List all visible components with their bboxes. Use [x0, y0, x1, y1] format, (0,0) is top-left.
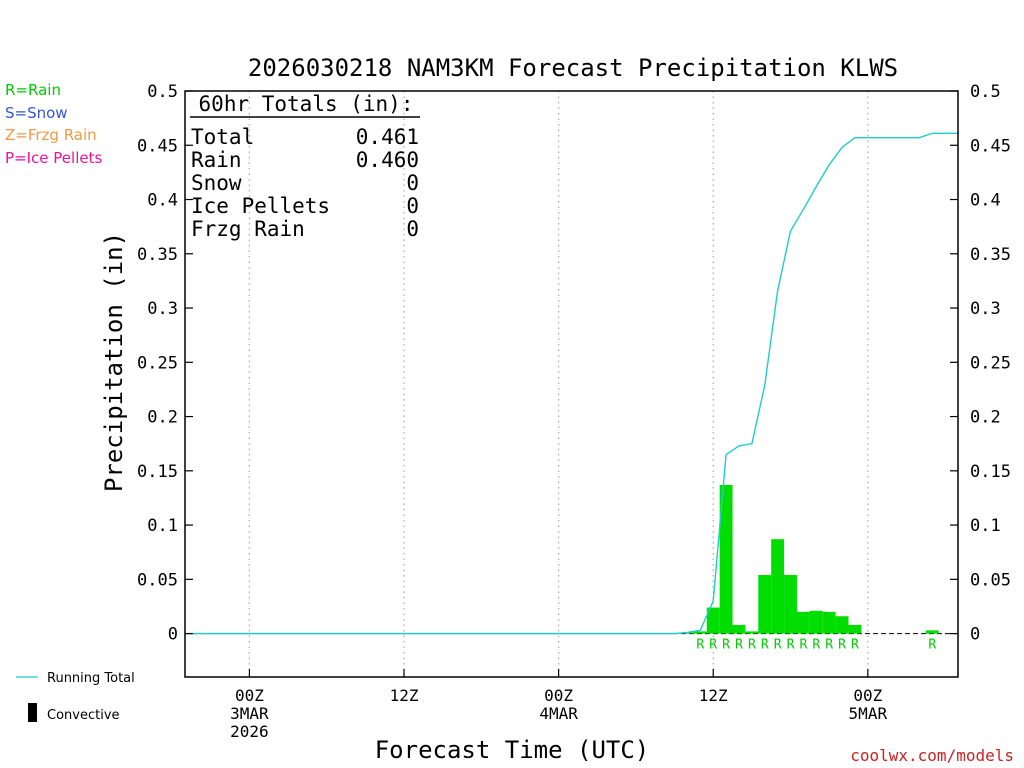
y-tick-label-left-8: 0.1: [147, 516, 178, 536]
y-tick-label-right-9: 0.05: [970, 570, 1011, 590]
y-tick-label-right-5: 0.25: [970, 353, 1011, 373]
x-tick-label-2-1: 4MAR: [539, 704, 578, 723]
ptype-marker-7: R: [787, 638, 795, 653]
precip-bar-5: [745, 631, 759, 634]
totals-label-2: Snow: [191, 171, 242, 195]
ptype-marker-5: R: [761, 638, 769, 653]
ptype-marker-8: R: [799, 638, 807, 653]
totals-value-4: 0: [406, 217, 419, 241]
y-tick-label-right-0: 0.5: [970, 82, 1001, 102]
y-tick-label-left-5: 0.25: [137, 353, 178, 373]
totals-label-0: Total: [191, 125, 254, 149]
convective-legend: Convective: [28, 703, 120, 723]
y-tick-label-right-10: 0: [970, 625, 980, 645]
y-tick-label-left-10: 0: [168, 625, 178, 645]
running-total-legend-label: Running Total: [47, 671, 135, 686]
y-tick-label-left-6: 0.2: [147, 408, 178, 428]
ptype-marker-13: R: [928, 638, 936, 653]
ptype-legend-item-1: S=Snow: [5, 103, 68, 122]
y-tick-label-left-2: 0.4: [147, 191, 178, 211]
y-tick-label-right-8: 0.1: [970, 516, 1001, 536]
precip-bar-10: [809, 610, 823, 634]
ptype-marker-4: R: [748, 638, 756, 653]
precip-bar-4: [732, 624, 746, 634]
running-total-legend: Running Total: [16, 671, 135, 686]
y-tick-label-right-1: 0.45: [970, 136, 1011, 156]
plot-frame: [184, 90, 959, 678]
x-tick-label-3-0: 12Z: [699, 686, 728, 705]
totals-value-2: 0: [406, 171, 419, 195]
ptype-marker-1: R: [709, 638, 717, 653]
precip-bar-1: [693, 631, 707, 634]
ptype-marker-3: R: [735, 638, 743, 653]
x-axis-label: Forecast Time (UTC): [375, 736, 650, 764]
y-tick-label-left-0: 0.5: [147, 82, 178, 102]
ptype-marker-10: R: [825, 638, 833, 653]
totals-label-3: Ice Pellets: [191, 194, 330, 218]
precip-bar-11: [822, 611, 836, 634]
precip-bar-2: [706, 607, 720, 634]
totals-label-4: Frzg Rain: [191, 217, 305, 241]
totals-label-1: Rain: [191, 148, 242, 172]
totals-value-1: 0.460: [356, 148, 419, 172]
y-tick-label-left-7: 0.15: [137, 462, 178, 482]
chart-title: 2026030218 NAM3KM Forecast Precipitation…: [248, 54, 898, 82]
y-tick-label-left-1: 0.45: [137, 136, 178, 156]
x-tick-label-0-2: 2026: [230, 722, 269, 741]
credit-text: coolwx.com/models: [850, 746, 1014, 765]
ptype-legend-item-0: R=Rain: [5, 81, 61, 99]
totals-box: 60hr Totals (in): Total 0.461 Rain 0.460 Sno…: [190, 92, 420, 241]
y-axis-label: Precipitation (in): [100, 232, 128, 492]
ptype-legend-item-3: P=Ice Pellets: [5, 148, 103, 167]
x-tick-label-0-1: 3MAR: [230, 704, 269, 723]
ptype-marker-2: R: [722, 638, 730, 653]
convective-legend-label: Convective: [47, 708, 120, 723]
y-tick-label-right-7: 0.15: [970, 462, 1011, 482]
totals-value-3: 0: [406, 194, 419, 218]
x-tick-label-4-1: 5MAR: [849, 704, 888, 723]
ptype-marker-9: R: [812, 638, 820, 653]
precip-bar-7: [771, 539, 785, 634]
y-tick-label-left-3: 0.35: [137, 245, 178, 265]
precip-bar-8: [784, 574, 797, 634]
precip-bar-3: [719, 484, 733, 634]
convective-legend-swatch: [28, 703, 37, 722]
precip-bar-14: [925, 630, 939, 634]
ptype-marker-6: R: [774, 638, 782, 653]
ptype-marker-12: R: [851, 638, 859, 653]
totals-value-0: 0.461: [356, 125, 419, 149]
ptype-legend-item-2: Z=Frzg Rain: [5, 126, 97, 144]
x-tick-label-4-0: 00Z: [853, 686, 882, 705]
precip-bar-6: [758, 574, 772, 634]
y-tick-label-left-4: 0.3: [147, 299, 178, 319]
x-tick-label-1-0: 12Z: [390, 686, 419, 705]
ptype-marker-11: R: [838, 638, 846, 653]
precip-bar-13: [848, 624, 862, 634]
running-total-line: [185, 132, 958, 635]
y-tick-label-left-9: 0.05: [137, 570, 178, 590]
y-tick-label-right-6: 0.2: [970, 408, 1001, 428]
ptype-marker-0: R: [696, 638, 704, 653]
x-tick-label-2-0: 00Z: [544, 686, 573, 705]
precip-bar-12: [835, 616, 849, 634]
y-tick-label-right-3: 0.35: [970, 245, 1011, 265]
precip-bar-9: [796, 611, 810, 634]
y-tick-label-right-2: 0.4: [970, 191, 1001, 211]
y-tick-label-right-4: 0.3: [970, 299, 1001, 319]
x-tick-label-0-0: 00Z: [235, 686, 264, 705]
totals-heading: 60hr Totals (in):: [199, 92, 414, 116]
